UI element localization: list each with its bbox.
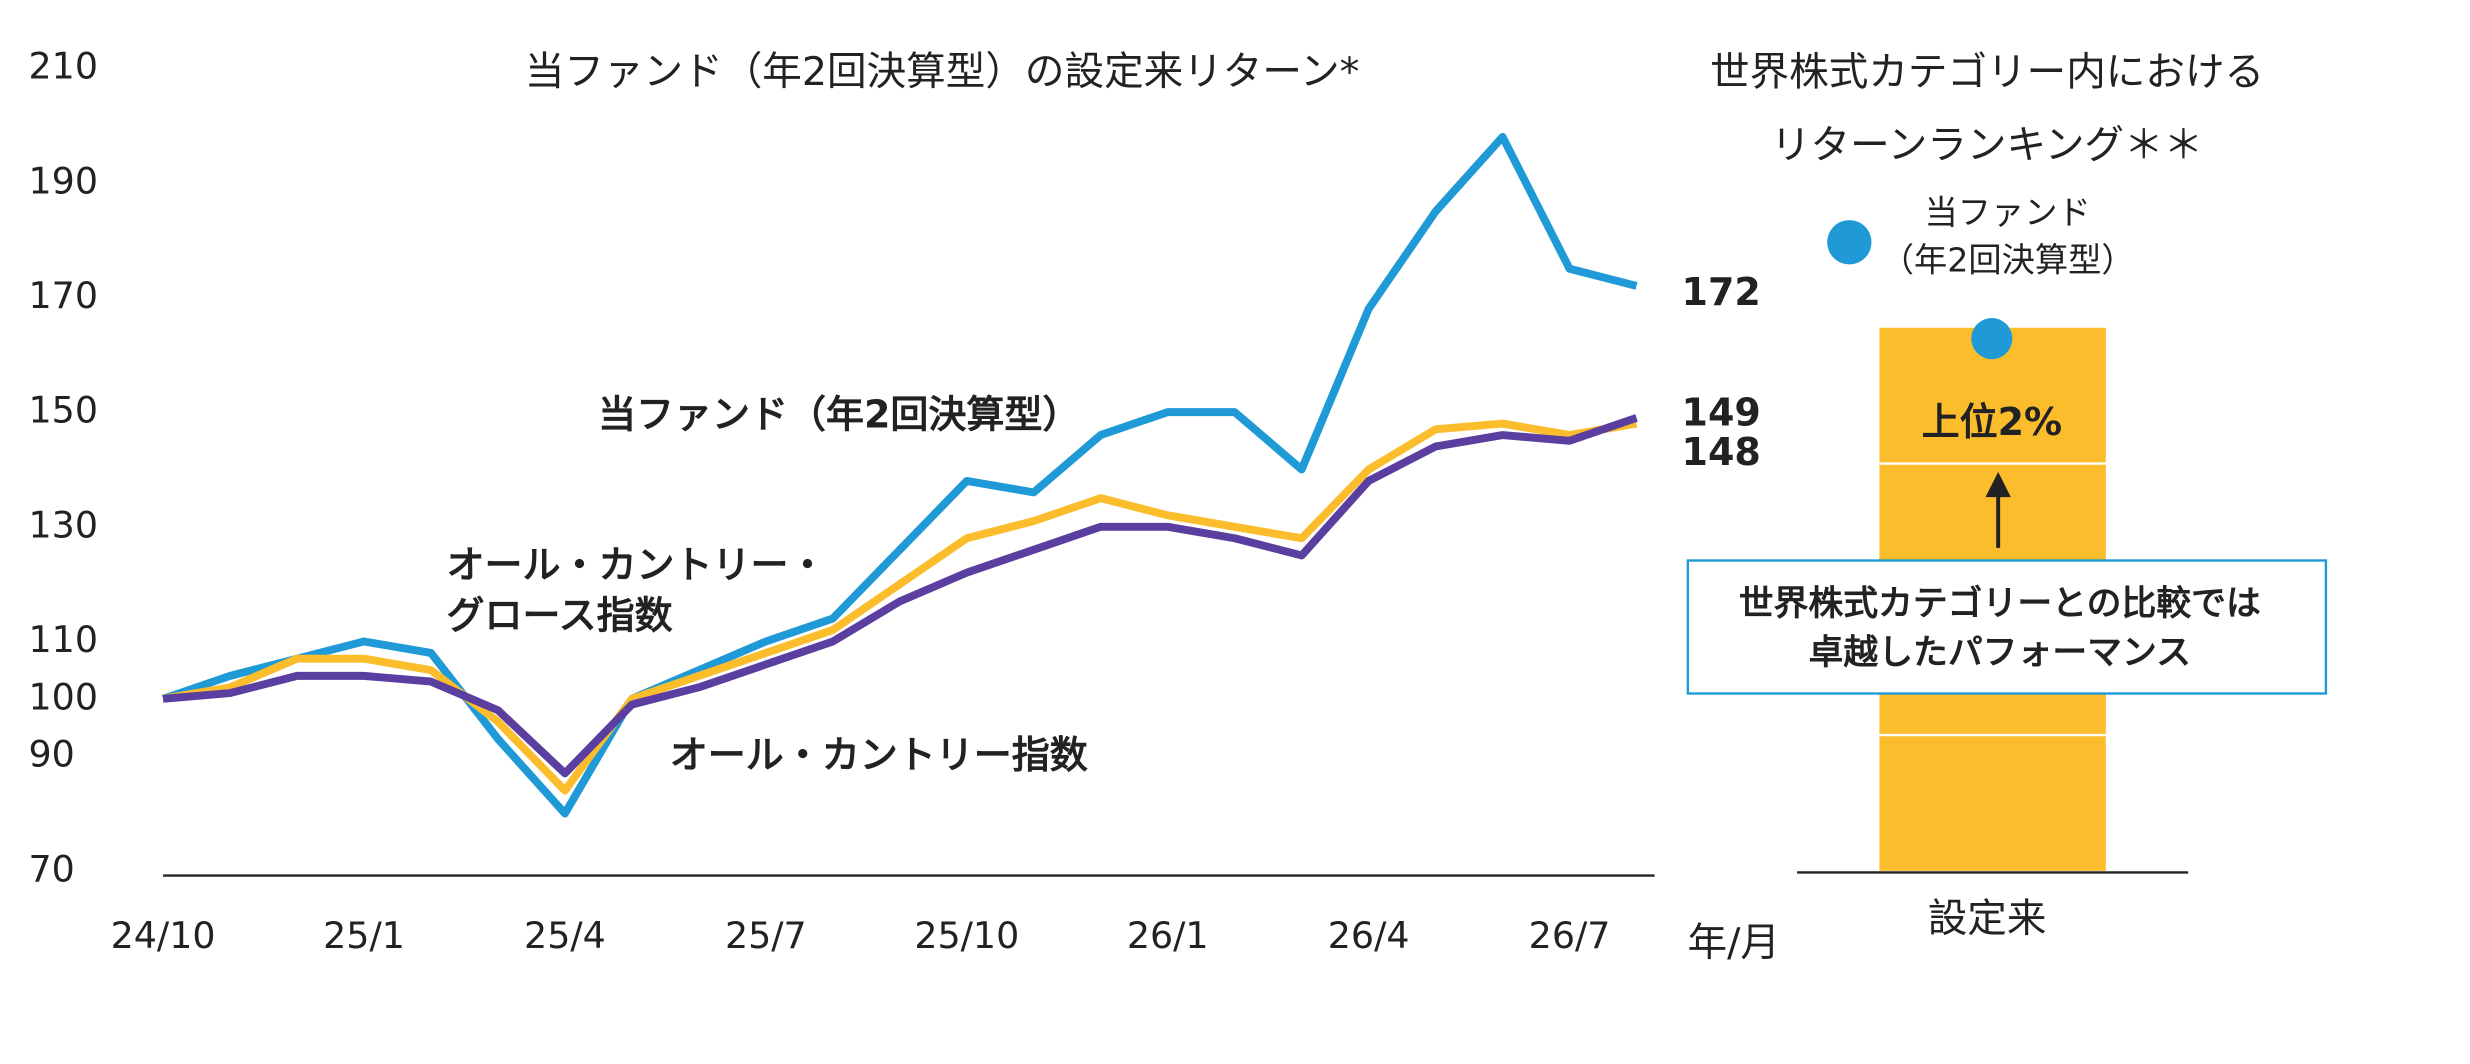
x-tick-label: 26/7 <box>1529 914 1611 957</box>
chart-title: 世界株式カテゴリー内におけるリターンランキング＊＊ <box>1710 49 2264 168</box>
x-tick-label: 設定来 <box>1928 896 2047 942</box>
arrow-head <box>1985 471 2011 498</box>
series-label: オール・カントリー指数 <box>670 732 1088 776</box>
series-line <box>162 414 1638 778</box>
series-line <box>161 132 1638 818</box>
series-label: 当ファンド（年2回決算型） <box>598 392 1080 436</box>
y-tick-label: 170 <box>29 274 98 317</box>
x-tick-label: 26/4 <box>1328 914 1410 957</box>
rank-marker <box>1971 318 2013 360</box>
y-tick-label: 210 <box>29 45 98 88</box>
y-tick-label: 130 <box>29 503 98 546</box>
x-tick-label: 25/7 <box>725 914 807 957</box>
x-tick-label: 26/1 <box>1127 914 1209 957</box>
x-tick-label: 25/4 <box>524 914 606 957</box>
y-tick-label: 190 <box>29 159 98 202</box>
end-value-label: 172 <box>1682 270 1761 314</box>
series-line <box>162 419 1638 795</box>
callout-text: 世界株式カテゴリーとの比較では卓越したパフォーマンス <box>1739 583 2261 673</box>
y-tick-label: 90 <box>29 733 75 776</box>
x-tick-label: 25/1 <box>323 914 405 957</box>
value-label: 上位2% <box>1922 400 2063 444</box>
legend-marker <box>1827 220 1872 265</box>
end-value-label: 148 <box>1682 430 1761 474</box>
chart-title: 当ファンド（年2回決算型）の設定来リターン* <box>525 49 1360 95</box>
end-value-label: 149 <box>1682 390 1761 434</box>
y-tick-label: 100 <box>29 675 98 718</box>
y-tick-label: 150 <box>29 389 98 432</box>
series-label: オール・カントリー・グロース指数 <box>447 542 827 637</box>
x-tick-label: 24/10 <box>111 914 216 957</box>
x-tick-label: 25/10 <box>914 914 1019 957</box>
callout-box <box>1686 559 2328 695</box>
y-tick-label: 110 <box>29 618 98 661</box>
y-tick-label: 70 <box>29 847 75 890</box>
legend-label: 当ファンド（年2回決算型） <box>1881 192 2135 279</box>
x-axis-label: 年/月 <box>1687 920 1780 966</box>
